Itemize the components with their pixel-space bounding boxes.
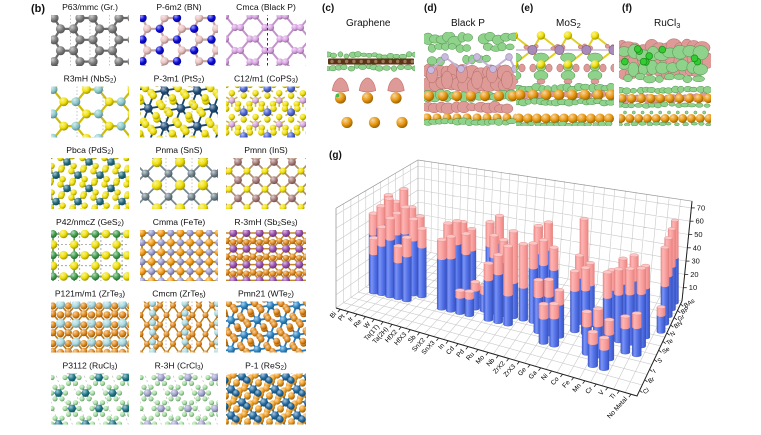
svg-text:P-6m2 (BN): P-6m2 (BN): [156, 2, 201, 12]
svg-text:(b): (b): [31, 3, 45, 15]
svg-text:Cmcm (ZrTe5): Cmcm (ZrTe5): [152, 289, 206, 300]
svg-text:(g): (g): [329, 150, 342, 161]
svg-text:R-3mH (Sb2Se3): R-3mH (Sb2Se3): [234, 217, 297, 228]
svg-text:(c): (c): [322, 3, 334, 14]
svg-text:P42/nmcZ (GeS2): P42/nmcZ (GeS2): [56, 217, 124, 228]
svg-text:P3112 (RuCl3): P3112 (RuCl3): [63, 361, 118, 372]
svg-text:R3mH (NbS2): R3mH (NbS2): [64, 74, 117, 85]
svg-text:(f): (f): [622, 3, 632, 14]
svg-text:40: 40: [693, 243, 701, 252]
svg-text:(d): (d): [424, 3, 437, 14]
svg-text:Pbca (PdS2): Pbca (PdS2): [66, 145, 114, 156]
svg-text:Pmnn (InS): Pmnn (InS): [244, 145, 288, 155]
svg-text:P121m/m1 (ZrTe3): P121m/m1 (ZrTe3): [55, 289, 125, 300]
svg-text:R-3H (CrCl3): R-3H (CrCl3): [155, 361, 204, 372]
svg-text:Cmca (Black P): Cmca (Black P): [236, 2, 296, 12]
svg-text:Cmma (FeTe): Cmma (FeTe): [153, 217, 206, 227]
svg-text:P63/mmc (Gr.): P63/mmc (Gr.): [62, 2, 118, 12]
svg-text:Graphene: Graphene: [346, 18, 391, 29]
svg-text:C12/m1 (CoPS3): C12/m1 (CoPS3): [234, 74, 298, 85]
svg-text:Pnma (SnS): Pnma (SnS): [156, 145, 203, 155]
svg-text:(e): (e): [521, 3, 533, 14]
svg-text:Pmn21 (WTe2): Pmn21 (WTe2): [238, 289, 294, 300]
svg-text:70: 70: [697, 203, 705, 212]
svg-text:50: 50: [694, 230, 702, 239]
svg-text:P-3m1 (PtS2): P-3m1 (PtS2): [154, 74, 205, 85]
svg-text:Black P: Black P: [451, 18, 485, 29]
svg-text:10: 10: [689, 283, 697, 292]
svg-text:30: 30: [692, 257, 700, 266]
svg-text:60: 60: [696, 217, 704, 226]
svg-text:20: 20: [690, 270, 698, 279]
